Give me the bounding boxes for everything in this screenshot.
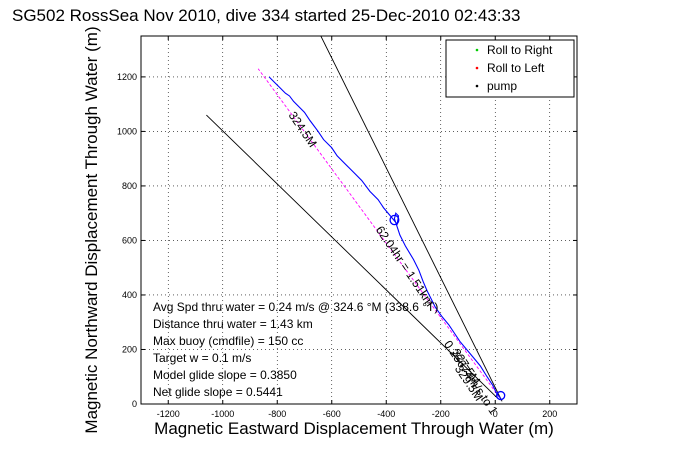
y-tick-label: 1000: [117, 126, 137, 136]
x-tick-label: -1200: [157, 409, 180, 419]
legend-label: Roll to Right: [487, 43, 553, 57]
x-axis-label: Magnetic Eastward Displacement Through W…: [154, 419, 554, 438]
current-vector-line: [320, 36, 503, 402]
stats-line: Max buoy (cmdfile) = 150 cc: [153, 334, 303, 348]
x-tick-label: -400: [377, 409, 395, 419]
stats-line: Target w = 0.1 m/s: [153, 351, 251, 365]
y-tick-label: 200: [122, 344, 137, 354]
y-axis-label: Magnetic Northward Displacement Through …: [82, 26, 101, 433]
track-line: [268, 76, 502, 399]
x-ticks: -1200 -1000 -800 -600 -400 -200 0 200: [157, 36, 557, 419]
y-tick-label: 0: [132, 399, 137, 409]
legend-marker: [475, 48, 479, 52]
x-tick-label: 200: [542, 409, 557, 419]
chart-title: SG502 RossSea Nov 2010, dive 334 started…: [12, 6, 520, 25]
track-group: [268, 76, 506, 401]
plot-area: -1200 -1000 -800 -600 -400 -200 0 200 0 200 400 60…: [117, 35, 578, 419]
stats-line: Distance thru water = 1.43 km: [153, 317, 313, 331]
stats-line: Model glide slope = 0.3850: [153, 368, 297, 382]
dashed-course-line: [257, 68, 500, 398]
track-start-marker: [496, 390, 506, 401]
x-tick-label: -800: [268, 409, 286, 419]
x-tick-label: 0: [493, 409, 498, 419]
track-loop: [389, 214, 400, 226]
legend-box: [445, 39, 575, 98]
legend-marker: [475, 84, 479, 88]
legend: Roll to Right Roll to Left pump: [445, 39, 575, 98]
y-tick-label: 1200: [117, 72, 137, 82]
legend-marker: [475, 66, 479, 70]
other-vector-line: [206, 114, 499, 399]
legend-label: Roll to Left: [487, 61, 545, 75]
x-tick-label: -200: [432, 409, 450, 419]
stats-line: Avg Spd thru water = 0.24 m/s @ 324.6 °M…: [153, 300, 438, 314]
legend-label: pump: [487, 79, 517, 93]
reference-lines: [206, 36, 503, 402]
y-tick-label: 800: [122, 181, 137, 191]
y-tick-label: 600: [122, 235, 137, 245]
stats-line: Net glide slope = 0.5441: [153, 385, 283, 399]
x-tick-label: -1000: [211, 409, 234, 419]
grid: [141, 36, 577, 405]
y-tick-label: 400: [122, 290, 137, 300]
stats-block: Avg Spd thru water = 0.24 m/s @ 324.6 °M…: [153, 300, 438, 399]
x-tick-label: -600: [323, 409, 341, 419]
